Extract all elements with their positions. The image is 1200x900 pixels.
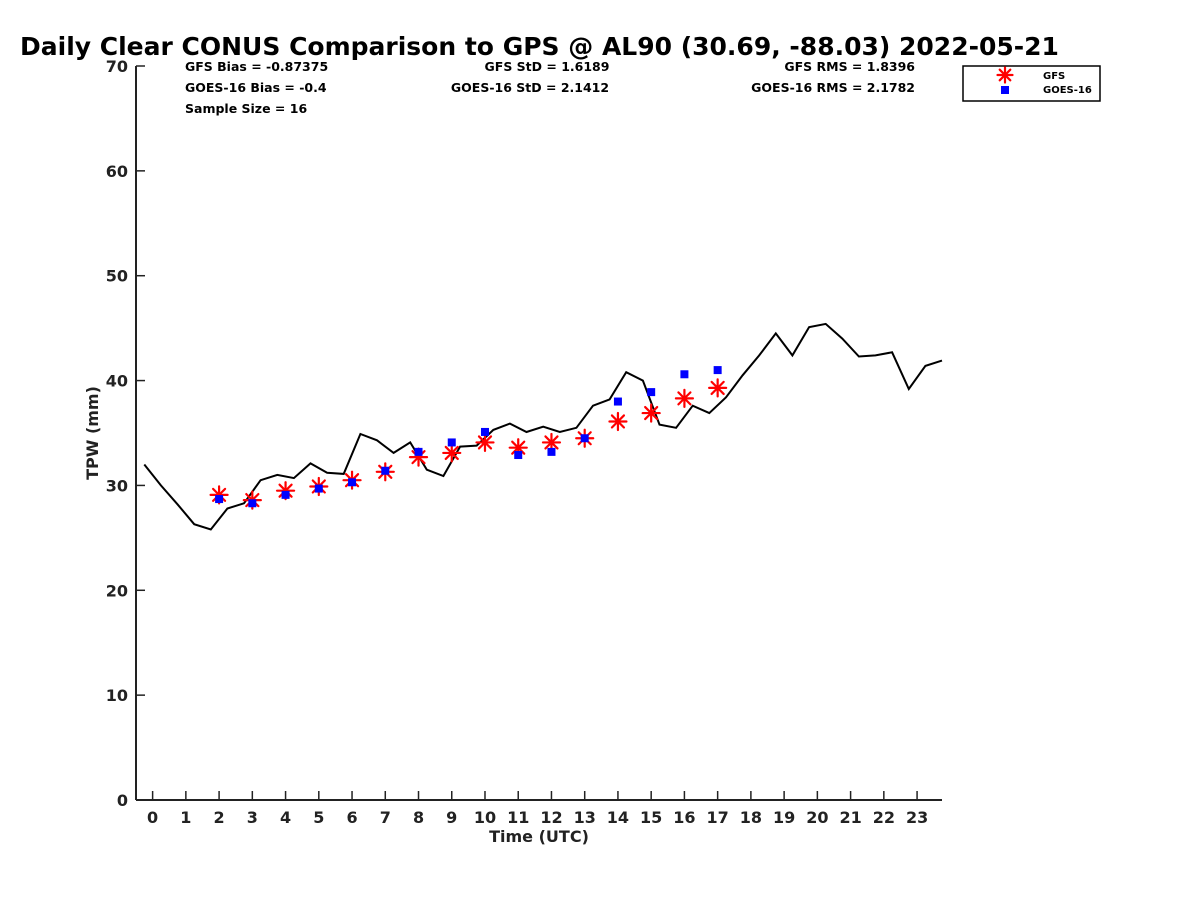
legend-gfs-mark <box>996 66 1014 84</box>
legend: GFS GOES-16 <box>962 65 1101 102</box>
goes-point <box>580 434 589 443</box>
x-tick-label: 9 <box>446 808 457 827</box>
gfs-point <box>475 432 495 453</box>
x-tick-label: 16 <box>673 808 695 827</box>
x-tick-label: 2 <box>214 808 225 827</box>
y-tick-label: 10 <box>106 686 128 705</box>
legend-gfs-label: GFS <box>1043 71 1065 82</box>
goes-rms-text: GOES-16 RMS = 2.1782 <box>751 80 915 95</box>
goes-point <box>647 388 656 397</box>
x-tick-label: 22 <box>873 808 895 827</box>
plot-axes <box>135 66 942 801</box>
goes-point <box>248 499 257 508</box>
x-tick-label: 20 <box>806 808 828 827</box>
gfs-std-text: GFS StD = 1.6189 <box>485 59 610 74</box>
y-tick-label: 50 <box>106 267 128 286</box>
x-tick-label: 11 <box>507 808 529 827</box>
x-tick-label: 15 <box>640 808 662 827</box>
goes-point <box>314 484 323 493</box>
statistics-block: GFS Bias = -0.87375 GOES-16 Bias = -0.4 … <box>185 59 915 116</box>
gfs-point <box>674 388 695 408</box>
x-tick-label: 5 <box>313 808 324 827</box>
x-tick-label: 13 <box>574 808 596 827</box>
chart-title: Daily Clear CONUS Comparison to GPS @ AL… <box>20 32 1059 61</box>
legend-box <box>962 65 1101 102</box>
goes-point <box>680 370 689 379</box>
gps-tpw-line <box>143 322 943 531</box>
goes-point <box>514 451 523 460</box>
goes-bias-text: GOES-16 Bias = -0.4 <box>185 80 327 95</box>
gfs-point <box>608 411 628 432</box>
x-tick-label: 4 <box>280 808 291 827</box>
legend-goes-mark <box>1001 86 1009 94</box>
x-tick-label: 12 <box>540 808 562 827</box>
legend-gfs-asterisk-icon <box>996 66 1014 84</box>
x-tick-label: 8 <box>413 808 424 827</box>
goes-std-text: GOES-16 StD = 2.1412 <box>451 80 609 95</box>
goes-point <box>713 366 722 375</box>
goes-point <box>381 466 390 475</box>
goes-point <box>348 478 357 487</box>
x-tick-label: 21 <box>839 808 861 827</box>
y-tick-label: 40 <box>106 372 128 391</box>
y-tick-label: 60 <box>106 162 128 181</box>
y-tick-label: 30 <box>106 476 128 495</box>
x-tick-label: 19 <box>773 808 795 827</box>
goes-point <box>480 427 489 436</box>
x-tick-label: 0 <box>147 808 158 827</box>
goes-point <box>414 447 423 456</box>
legend-goes-label: GOES-16 <box>1043 85 1092 96</box>
x-tick-label: 17 <box>707 808 729 827</box>
x-axis-label: Time (UTC) <box>489 827 589 846</box>
gfs-point <box>641 403 661 423</box>
y-tick-label: 0 <box>117 791 128 810</box>
y-tick-label: 20 <box>106 581 128 600</box>
legend-goes-square-icon <box>1001 86 1009 94</box>
goes-point <box>215 495 224 504</box>
x-tick-label: 3 <box>247 808 258 827</box>
x-tick-label: 18 <box>740 808 762 827</box>
goes-point <box>613 397 622 406</box>
goes-point <box>447 438 456 447</box>
x-tick-label: 10 <box>474 808 496 827</box>
gfs-bias-text: GFS Bias = -0.87375 <box>185 59 328 74</box>
gfs-point <box>442 443 462 463</box>
goes-point <box>547 447 556 456</box>
x-tick-label: 6 <box>346 808 357 827</box>
y-axis-ticks: 0 10 20 30 40 50 60 70 <box>106 57 145 810</box>
gfs-rms-text: GFS RMS = 1.8396 <box>784 59 915 74</box>
x-tick-label: 23 <box>906 808 928 827</box>
goes-point <box>281 490 290 499</box>
y-axis-label: TPW (mm) <box>83 386 102 480</box>
x-tick-label: 7 <box>380 808 391 827</box>
y-tick-label: 70 <box>106 57 128 76</box>
gfs-point <box>708 378 728 398</box>
x-tick-label: 1 <box>180 808 191 827</box>
x-tick-label: 14 <box>607 808 629 827</box>
data-series <box>143 322 943 531</box>
sample-size-text: Sample Size = 16 <box>185 101 307 116</box>
x-axis-ticks: 0 1 2 3 4 5 6 7 8 9 10 11 12 13 14 15 16 17 18 19 20 21 22 23 <box>147 791 928 827</box>
